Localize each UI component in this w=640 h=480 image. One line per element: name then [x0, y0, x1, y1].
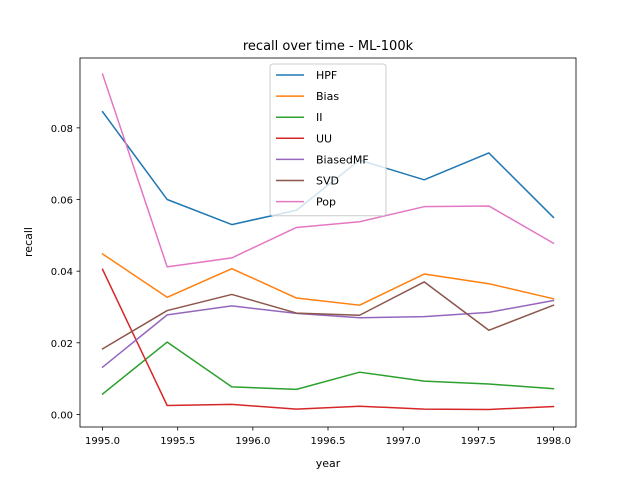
x-tick-label: 1996.0 — [235, 436, 270, 447]
series-line-svd — [101, 281, 555, 350]
series-line-uu — [101, 268, 555, 411]
y-tick-label: 0.06 — [51, 196, 73, 207]
legend: HPF Bias II UU BiasedMF SVD Pop — [269, 63, 387, 217]
series-line-biasedmf — [101, 299, 555, 369]
x-tick-label: 1997.5 — [461, 436, 496, 447]
y-tick-label: 0.04 — [51, 267, 73, 278]
y-axis-label: recall — [22, 227, 35, 257]
legend-label-pop: Pop — [316, 196, 336, 209]
x-tick-label: 1997.0 — [386, 436, 421, 447]
series-line-ii — [101, 341, 555, 396]
legend-label-biasedmf: BiasedMF — [316, 153, 369, 166]
series-line-bias — [101, 252, 555, 306]
legend-label-svd: SVD — [316, 175, 339, 188]
y-tick-label: 0.02 — [51, 339, 73, 350]
legend-box — [269, 63, 387, 217]
x-tick-label: 1996.5 — [311, 436, 346, 447]
legend-label-hpf: HPF — [316, 69, 337, 82]
x-tick-label: 1995.0 — [85, 436, 120, 447]
axes-layer: 1995.0 1995.5 1996.0 1996.5 1997.0 1997.5 1998… — [51, 57, 577, 447]
y-tick-label: 0.08 — [51, 124, 73, 135]
x-axis-label: year — [316, 457, 341, 470]
series-line-pop — [101, 73, 555, 268]
legend-label-bias: Bias — [316, 90, 339, 103]
y-tick-label: 0.00 — [51, 410, 73, 421]
legend-label-ii: II — [316, 111, 323, 124]
chart-title: recall over time - ML-100k — [243, 39, 414, 54]
x-tick-label: 1995.5 — [160, 436, 195, 447]
x-tick-label: 1998.0 — [536, 436, 571, 447]
legend-label-uu: UU — [316, 132, 332, 145]
